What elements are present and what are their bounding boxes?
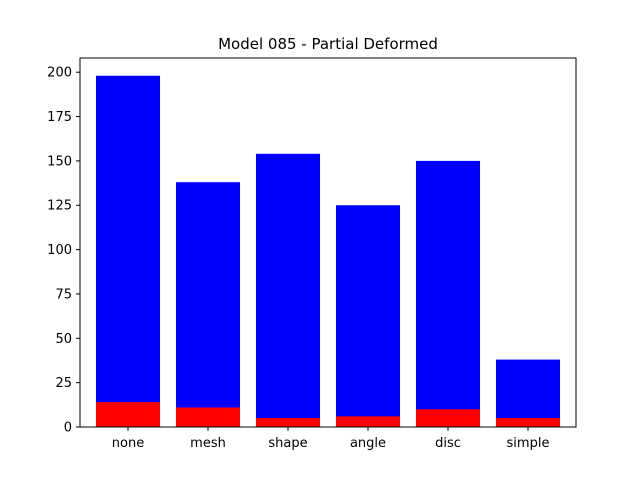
y-tick-label: 75 — [55, 287, 72, 302]
chart-title: Model 085 - Partial Deformed — [218, 35, 438, 53]
y-tick-label: 25 — [55, 376, 72, 391]
bar-series1-simple — [496, 359, 560, 427]
x-axis: none mesh shape angle disc simple — [112, 427, 550, 451]
bar-series2-disc — [416, 409, 480, 427]
bar-series2-none — [96, 402, 160, 427]
bar-series2-simple — [496, 418, 560, 427]
bar-series2-mesh — [176, 407, 240, 427]
y-tick-label: 125 — [47, 199, 72, 214]
y-tick-label: 175 — [47, 110, 72, 125]
bar-series1-none — [96, 75, 160, 428]
bar-series1-disc — [416, 160, 480, 427]
bar-series2-angle — [336, 416, 400, 427]
y-axis: 0 25 50 75 100 125 150 175 200 — [47, 66, 80, 436]
bar-series2-shape — [256, 418, 320, 427]
y-tick-label: 100 — [47, 243, 72, 258]
bar-series1-shape — [256, 153, 320, 428]
bar-series1-mesh — [176, 182, 240, 427]
x-tick-label-simple: simple — [507, 436, 550, 451]
y-tick-label: 200 — [47, 66, 72, 81]
bars-layer — [96, 75, 560, 428]
x-tick-label-mesh: mesh — [190, 436, 226, 451]
y-tick-label: 0 — [64, 421, 72, 436]
bar-series1-angle — [336, 205, 400, 427]
plot-frame — [79, 57, 577, 428]
x-tick-label-none: none — [112, 436, 144, 451]
x-tick-label-shape: shape — [268, 436, 307, 451]
x-tick-label-disc: disc — [435, 436, 461, 451]
x-tick-label-angle: angle — [350, 436, 386, 451]
y-tick-label: 50 — [55, 332, 72, 347]
y-tick-label: 150 — [47, 154, 72, 169]
